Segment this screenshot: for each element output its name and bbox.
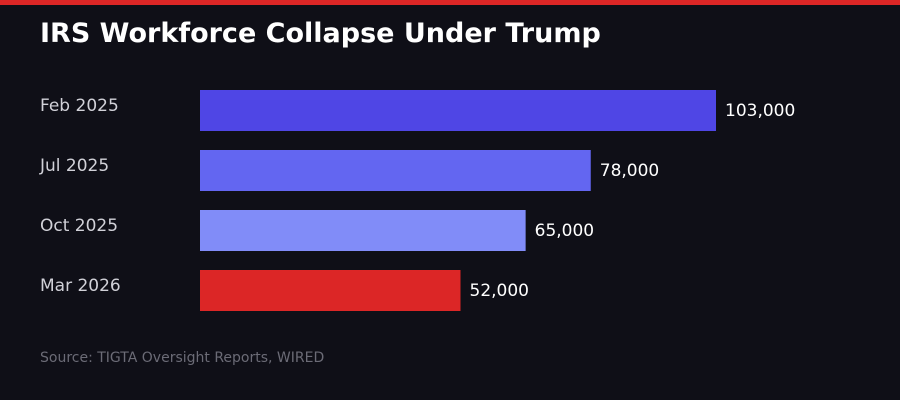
bar — [200, 210, 526, 251]
category-label: Jul 2025 — [39, 156, 109, 176]
value-label: 52,000 — [470, 281, 529, 301]
value-label: 65,000 — [535, 221, 594, 241]
top-accent-bar — [0, 0, 900, 5]
value-label: 78,000 — [600, 161, 659, 181]
value-label: 103,000 — [725, 101, 795, 121]
category-label: Feb 2025 — [40, 96, 119, 116]
bar — [200, 270, 461, 311]
category-label: Oct 2025 — [40, 216, 118, 236]
source-note: Source: TIGTA Oversight Reports, WIRED — [40, 350, 325, 366]
bar — [200, 150, 591, 191]
category-label: Mar 2026 — [40, 276, 121, 296]
bar — [200, 90, 716, 131]
chart-title: IRS Workforce Collapse Under Trump — [40, 18, 601, 49]
